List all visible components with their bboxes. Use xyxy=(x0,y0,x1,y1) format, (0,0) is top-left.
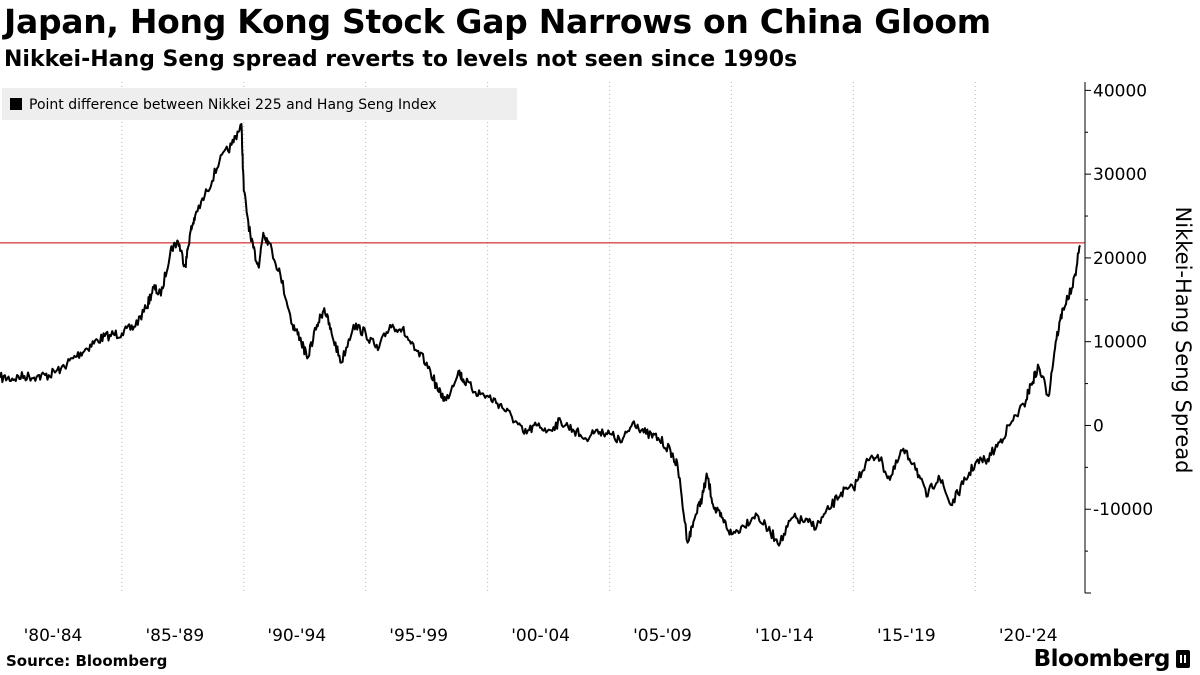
chart-subtitle: Nikkei-Hang Seng spread reverts to level… xyxy=(4,47,798,72)
x-tick-label: '85-'89 xyxy=(145,626,204,646)
legend: Point difference between Nikkei 225 and … xyxy=(2,88,517,120)
source-note: Source: Bloomberg xyxy=(6,652,168,670)
x-tick-label: '15-'19 xyxy=(877,626,936,646)
y-axis-label: Nikkei-Hang Seng Spread xyxy=(1171,207,1195,474)
x-tick-label: '05-'09 xyxy=(633,626,692,646)
x-tick-label: '90-'94 xyxy=(267,626,326,646)
legend-background xyxy=(2,88,517,120)
axes: '80-'84 '85-'89 '90-'94 '95-'99 '00-'04 '05-'… xyxy=(24,81,1154,646)
y-tick-label: 20000 xyxy=(1093,249,1147,269)
gridlines xyxy=(121,82,976,593)
chart-title: Japan, Hong Kong Stock Gap Narrows on Ch… xyxy=(4,2,991,41)
legend-swatch xyxy=(10,98,22,110)
series-line-nikkei-hang-seng-spread xyxy=(0,122,1081,547)
x-tick-label: '20-'24 xyxy=(999,626,1058,646)
y-tick-label: 40000 xyxy=(1093,81,1147,101)
series-layer xyxy=(0,122,1085,547)
y-tick-label: 0 xyxy=(1093,416,1104,436)
x-tick-label: '00-'04 xyxy=(511,626,570,646)
bloomberg-terminal-icon xyxy=(1176,650,1190,668)
y-tick-label: 10000 xyxy=(1093,333,1147,353)
x-tick-label: '10-'14 xyxy=(755,626,814,646)
y-tick-label: 30000 xyxy=(1093,165,1147,185)
brand-logo: Bloomberg xyxy=(1034,646,1190,672)
brand-name: Bloomberg xyxy=(1033,646,1171,672)
x-tick-label: '80-'84 xyxy=(24,626,83,646)
legend-label: Point difference between Nikkei 225 and … xyxy=(29,97,437,113)
y-tick-label: -10000 xyxy=(1093,500,1153,520)
x-tick-label: '95-'99 xyxy=(389,626,448,646)
